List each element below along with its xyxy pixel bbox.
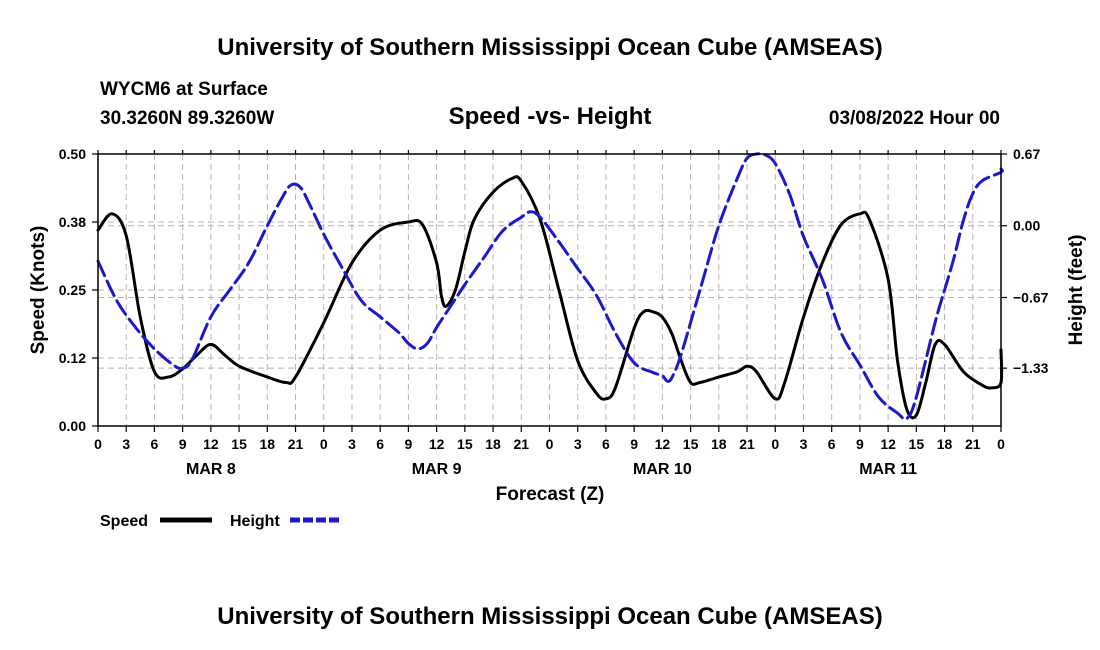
left-tick-label: 0.00 [59, 418, 86, 434]
chart-title: University of Southern Mississippi Ocean… [217, 34, 882, 61]
x-tick-label: 15 [683, 436, 699, 452]
x-tick-label: 21 [965, 436, 981, 452]
x-tick-label: 6 [151, 436, 159, 452]
x-tick-label: 9 [630, 436, 638, 452]
x-tick-label: 0 [94, 436, 102, 452]
x-tick-label: 3 [800, 436, 808, 452]
legend-height-label: Height [230, 513, 280, 530]
grid-lines [97, 153, 1002, 427]
height-series-line [96, 152, 1004, 421]
x-tick-label: 0 [771, 436, 779, 452]
x-tick-label: 15 [457, 436, 473, 452]
x-tick-label: 12 [655, 436, 671, 452]
x-tick-label: 18 [711, 436, 727, 452]
date-label: 03/08/2022 Hour 00 [829, 108, 1000, 129]
x-tick-label: 21 [513, 436, 529, 452]
x-tick-label: 18 [260, 436, 276, 452]
series-lines [96, 152, 1004, 421]
x-tick-label: 18 [485, 436, 501, 452]
x-tick-label: 15 [909, 436, 925, 452]
y-axis-left-label: Speed (Knots) [28, 226, 49, 355]
footer-title: University of Southern Mississippi Ocean… [217, 603, 882, 630]
x-tick-label: 0 [997, 436, 1005, 452]
x-axis-ticks: 0 3 6 9 12 15 18 21 0 3 6 9 12 15 18 21 0 3 6 9 12 15 18 21 0 3 6 9… [94, 150, 1005, 452]
x-tick-label: 0 [320, 436, 328, 452]
x-tick-label: 6 [602, 436, 610, 452]
day-label: MAR 8 [186, 461, 236, 478]
day-label: MAR 9 [412, 461, 462, 478]
x-tick-label: 18 [937, 436, 953, 452]
plot-frame [97, 153, 1002, 427]
x-tick-label: 12 [880, 436, 896, 452]
x-tick-label: 9 [856, 436, 864, 452]
x-tick-label: 9 [179, 436, 187, 452]
x-tick-label: 21 [288, 436, 304, 452]
day-label: MAR 10 [633, 461, 692, 478]
x-tick-label: 3 [122, 436, 130, 452]
x-tick-label: 6 [828, 436, 836, 452]
left-tick-label: 0.12 [59, 350, 86, 366]
legend-speed-label: Speed [100, 513, 148, 530]
station-label: WYCM6 at Surface [100, 79, 268, 100]
day-labels: MAR 8 MAR 9 MAR 10 MAR 11 [186, 461, 917, 478]
chart-subtitle: Speed -vs- Height [449, 103, 652, 130]
right-axis-ticks: 0.67 0.00 −0.67 −1.33 [1001, 146, 1049, 376]
left-tick-label: 0.38 [59, 214, 86, 230]
left-tick-label: 0.25 [59, 282, 86, 298]
x-axis-label: Forecast (Z) [496, 484, 605, 505]
right-tick-label: −0.67 [1013, 289, 1049, 305]
right-tick-label: 0.00 [1013, 218, 1040, 234]
x-tick-label: 15 [231, 436, 247, 452]
speed-series-line [96, 175, 1004, 420]
x-tick-label: 12 [429, 436, 445, 452]
legend: Speed Height [100, 513, 342, 530]
x-tick-label: 12 [203, 436, 219, 452]
y-axis-right-label: Height (feet) [1066, 235, 1087, 346]
x-tick-label: 6 [376, 436, 384, 452]
x-tick-label: 0 [546, 436, 554, 452]
x-tick-label: 3 [574, 436, 582, 452]
left-tick-label: 0.50 [59, 146, 86, 162]
x-tick-label: 3 [348, 436, 356, 452]
right-tick-label: −1.33 [1013, 360, 1049, 376]
x-tick-label: 21 [739, 436, 755, 452]
day-label: MAR 11 [859, 461, 917, 478]
left-axis-ticks: 0.00 0.12 0.25 0.38 0.50 [59, 146, 98, 434]
right-tick-label: 0.67 [1013, 146, 1040, 162]
location-label: 30.3260N 89.3260W [100, 108, 274, 129]
x-tick-label: 9 [405, 436, 413, 452]
